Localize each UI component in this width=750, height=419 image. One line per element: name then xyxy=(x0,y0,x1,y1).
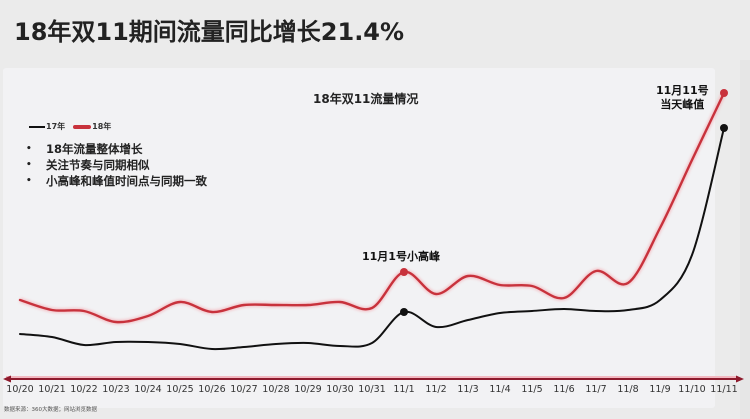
x-axis-tick-label: 11/4 xyxy=(489,384,511,395)
x-axis-tick-label: 10/29 xyxy=(294,384,322,395)
x-axis-tick-label: 10/27 xyxy=(230,384,258,395)
x-axis-tick-label: 10/21 xyxy=(38,384,66,395)
x-axis-tick-label: 11/9 xyxy=(649,384,671,395)
key-points-list: • 18年流量整体增长 • 关注节奏与同期相似 • 小高峰和峰值时间点与同期一致 xyxy=(26,141,207,189)
chart-card xyxy=(3,68,715,408)
x-axis-tick-label: 11/10 xyxy=(678,384,706,395)
legend-swatch-red xyxy=(73,124,92,129)
x-axis-tick-label: 10/31 xyxy=(358,384,386,395)
x-axis-tick-label: 10/24 xyxy=(134,384,162,395)
chart-title: 18年双11流量情况 xyxy=(313,92,419,106)
legend-label: 18年 xyxy=(92,122,112,131)
x-axis-labels: 10/20 10/21 10/22 10/23 10/24 10/25 10/26 10/27… xyxy=(0,384,750,398)
x-axis-tick-label: 11/5 xyxy=(521,384,543,395)
bullet-text: 关注节奏与同期相似 xyxy=(46,158,150,172)
page-title: 18年双11期间流量同比增长21.4% xyxy=(14,18,405,46)
axis-arrow-icon xyxy=(736,375,744,383)
data-point-marker xyxy=(400,268,408,276)
data-point-marker xyxy=(720,124,728,132)
x-axis-tick-label: 11/8 xyxy=(617,384,639,395)
list-item: • 关注节奏与同期相似 xyxy=(26,157,207,173)
x-axis-tick-label: 11/11 xyxy=(710,384,738,395)
list-item: • 18年流量整体增长 xyxy=(26,141,207,157)
x-axis-tick-label: 11/6 xyxy=(553,384,575,395)
legend-swatch-black xyxy=(29,125,45,128)
legend-item-18: 18年 xyxy=(69,121,111,132)
x-axis xyxy=(3,375,744,383)
data-point-marker xyxy=(400,308,408,316)
data-source-note: 数据来源：360大数据；网站浏览数据 xyxy=(4,407,97,413)
axis-arrow-icon xyxy=(3,375,11,383)
bullet-text: 小高峰和峰值时间点与同期一致 xyxy=(46,174,207,188)
x-axis-tick-label: 11/2 xyxy=(425,384,447,395)
annotation-line: 11月11号 xyxy=(656,84,709,97)
x-axis-tick-label: 11/7 xyxy=(585,384,607,395)
series-markers xyxy=(400,89,728,316)
x-axis-tick-label: 11/3 xyxy=(457,384,479,395)
series-line-18年 xyxy=(18,91,726,324)
bullet-icon: • xyxy=(26,176,32,186)
x-axis-tick-label: 10/23 xyxy=(102,384,130,395)
annotation-nov11-peak: 11月11号 当天峰值 xyxy=(656,84,709,112)
series-lines xyxy=(18,91,727,351)
annotation-line: 当天峰值 xyxy=(660,98,705,111)
x-axis-tick-label: 10/28 xyxy=(262,384,290,395)
bullet-icon: • xyxy=(26,144,32,154)
legend: 17年 18年 xyxy=(29,121,111,132)
x-axis-tick-label: 10/26 xyxy=(198,384,226,395)
series-line-17年 xyxy=(19,127,725,351)
bullet-icon: • xyxy=(26,160,32,170)
legend-label: 17年 xyxy=(46,122,66,131)
x-axis-tick-label: 10/22 xyxy=(70,384,98,395)
x-axis-tick-label: 11/1 xyxy=(393,384,415,395)
legend-item-17: 17年 xyxy=(29,121,65,132)
right-edge-strip xyxy=(740,60,750,419)
annotation-nov1-peak: 11月1号小高峰 xyxy=(362,250,440,263)
x-axis-tick-label: 10/25 xyxy=(166,384,194,395)
data-point-marker xyxy=(720,89,728,97)
bullet-text: 18年流量整体增长 xyxy=(46,142,143,156)
list-item: • 小高峰和峰值时间点与同期一致 xyxy=(26,173,207,189)
x-axis-tick-label: 10/20 xyxy=(6,384,34,395)
x-axis-tick-label: 10/30 xyxy=(326,384,354,395)
